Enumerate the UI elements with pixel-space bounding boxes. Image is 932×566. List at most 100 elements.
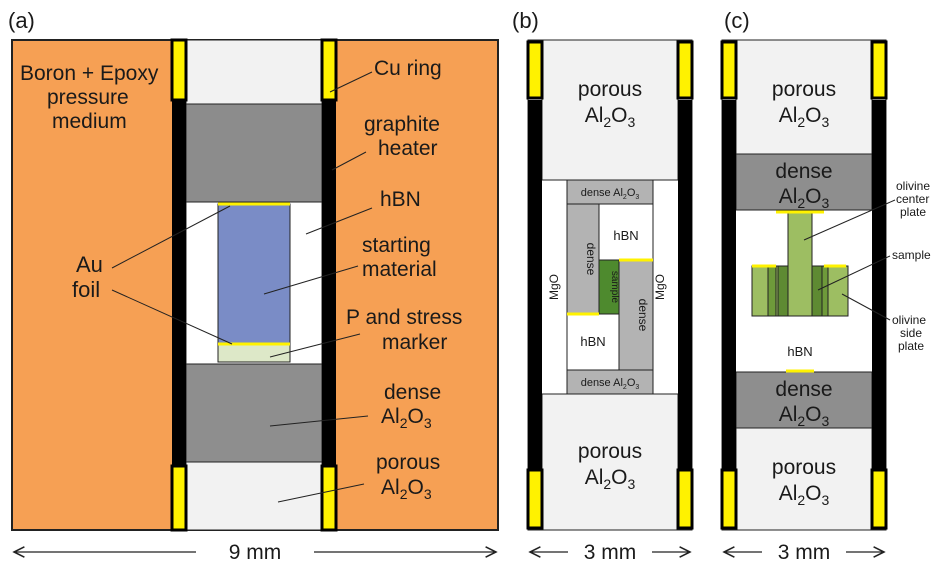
au-label-2: foil bbox=[72, 277, 100, 302]
dense-al2o3-lower bbox=[185, 363, 323, 463]
starting-label-2: material bbox=[362, 258, 437, 281]
mgo-left-label: MgO bbox=[547, 274, 561, 300]
olivine-side-leader bbox=[841, 293, 891, 321]
au-leader-top bbox=[111, 205, 231, 269]
heater-wall-left bbox=[172, 100, 186, 466]
hbn-leader bbox=[305, 207, 373, 235]
boron-label-2: pressure bbox=[47, 86, 129, 109]
heater-wall-left-b bbox=[528, 100, 542, 480]
porous-bottom-c bbox=[735, 427, 873, 531]
au-leader-bottom bbox=[111, 289, 233, 345]
panel-a-label: (a) bbox=[8, 8, 35, 33]
porous-top-c-formula: Al2O3 bbox=[779, 104, 830, 130]
olivine-side-label-1: olivine bbox=[892, 313, 926, 327]
olivine-side-inner-left bbox=[767, 265, 777, 317]
olivine-center-label-3: plate bbox=[900, 205, 926, 219]
porous-formula-a: Al2O3 bbox=[381, 476, 432, 502]
cu-ring-bottom-right bbox=[320, 464, 338, 532]
panel-c: (c) porous Al2O3 dense Al2O3 hBN dense A… bbox=[720, 8, 931, 564]
olivine-side-label-3: plate bbox=[898, 339, 924, 353]
olivine-center-leader bbox=[803, 199, 896, 241]
heater-wall-right-b bbox=[678, 100, 692, 480]
cu-ring-c-bottom-right bbox=[870, 468, 888, 530]
hbn-top-b-label: hBN bbox=[613, 228, 638, 243]
porous-top-b-formula: Al2O3 bbox=[585, 104, 636, 130]
dense-left-b bbox=[566, 203, 600, 315]
dense-formula-a: Al2O3 bbox=[381, 405, 432, 431]
dense-right-b-label: dense bbox=[636, 299, 650, 332]
hbn-bottom-b-label: hBN bbox=[580, 334, 605, 349]
stress-marker bbox=[217, 343, 291, 363]
porous-bottom-b bbox=[541, 393, 679, 531]
sample-c-leader bbox=[817, 255, 891, 291]
porous-label-1: porous bbox=[376, 451, 440, 474]
panel-b: (b) porous Al2O3 dense Al2O3 dense Al2O3… bbox=[512, 8, 694, 564]
marker-label-1: P and stress bbox=[346, 306, 462, 329]
au-label-1: Au bbox=[76, 252, 103, 277]
scale-a-label: 9 mm bbox=[229, 541, 282, 564]
scale-b-label: 3 mm bbox=[584, 541, 637, 564]
porous-top-b-label: porous bbox=[578, 78, 642, 101]
starting-material bbox=[217, 203, 291, 345]
cu-ring-c-top-left bbox=[720, 40, 738, 100]
graphite-label-1: graphite bbox=[364, 113, 440, 136]
graphite-leader bbox=[331, 151, 367, 171]
dense-bottom-c-label: dense bbox=[775, 378, 832, 401]
porous-leader bbox=[277, 483, 365, 503]
boron-label-1: Boron + Epoxy bbox=[20, 62, 159, 85]
olivine-center-label-2: center bbox=[896, 192, 929, 206]
dense-label-1: dense bbox=[384, 381, 441, 404]
dense-bottom-small-b-label: dense Al2O3 bbox=[581, 377, 640, 391]
marker-label-2: marker bbox=[382, 331, 447, 354]
panel-b-label: (b) bbox=[512, 8, 539, 33]
dense-bottom-c-formula: Al2O3 bbox=[779, 403, 830, 429]
dense-leader bbox=[269, 415, 369, 427]
cu-ring-top-left bbox=[170, 38, 188, 102]
cu-ring-b-bottom-right bbox=[676, 468, 694, 530]
sample-b-label: sample bbox=[609, 271, 620, 304]
panel-c-label: (c) bbox=[724, 8, 750, 33]
graphite-heater-top bbox=[185, 103, 323, 203]
cu-ring-label: Cu ring bbox=[374, 57, 442, 80]
dense-left-b-label: dense bbox=[584, 243, 598, 276]
cu-ring-bottom-left bbox=[170, 464, 188, 532]
porous-bottom-c-label: porous bbox=[772, 456, 836, 479]
porous-bottom-b-formula: Al2O3 bbox=[585, 466, 636, 492]
hbn-label: hBN bbox=[380, 188, 421, 211]
porous-top-c-label: porous bbox=[772, 78, 836, 101]
sample-c-label: sample bbox=[892, 248, 931, 262]
heater-wall-right-c bbox=[872, 100, 886, 480]
panel-a: (a) Boron + Epoxy pressure medium Cu rin… bbox=[8, 8, 499, 564]
hbn-c-label: hBN bbox=[787, 344, 812, 359]
dense-top-c bbox=[735, 153, 873, 211]
cu-ring-c-bottom-left bbox=[720, 468, 738, 530]
hbn-top-b bbox=[598, 203, 654, 261]
dense-right-b bbox=[618, 259, 654, 371]
boron-label-3: medium bbox=[52, 110, 127, 133]
dense-bottom-c bbox=[735, 371, 873, 429]
porous-top-b bbox=[541, 39, 679, 181]
heater-wall-right bbox=[322, 100, 336, 466]
olivine-center-label-1: olivine bbox=[896, 179, 930, 193]
marker-leader bbox=[269, 333, 361, 358]
starting-leader bbox=[263, 265, 359, 295]
cu-ring-b-top-right bbox=[676, 40, 694, 100]
cu-ring-b-bottom-left bbox=[526, 468, 544, 530]
cu-ring-leader bbox=[329, 71, 373, 93]
porous-bottom-b-label: porous bbox=[578, 440, 642, 463]
porous-bottom-c-formula: Al2O3 bbox=[779, 482, 830, 508]
porous-top-c bbox=[735, 39, 873, 155]
dense-top-small-b-label: dense Al2O3 bbox=[581, 187, 640, 201]
cu-ring-top-right bbox=[320, 38, 338, 102]
graphite-label-2: heater bbox=[378, 137, 438, 160]
cu-ring-c-top-right bbox=[870, 40, 888, 100]
sample-c-left bbox=[777, 265, 789, 317]
olivine-center-plate bbox=[787, 211, 813, 317]
mgo-right-label: MgO bbox=[653, 274, 667, 300]
dense-top-c-formula: Al2O3 bbox=[779, 185, 830, 211]
starting-label-1: starting bbox=[362, 234, 431, 257]
dense-bottom-small-b bbox=[566, 369, 654, 395]
olivine-side-label-2: side bbox=[900, 326, 922, 340]
cu-ring-b-top-left bbox=[526, 40, 544, 100]
